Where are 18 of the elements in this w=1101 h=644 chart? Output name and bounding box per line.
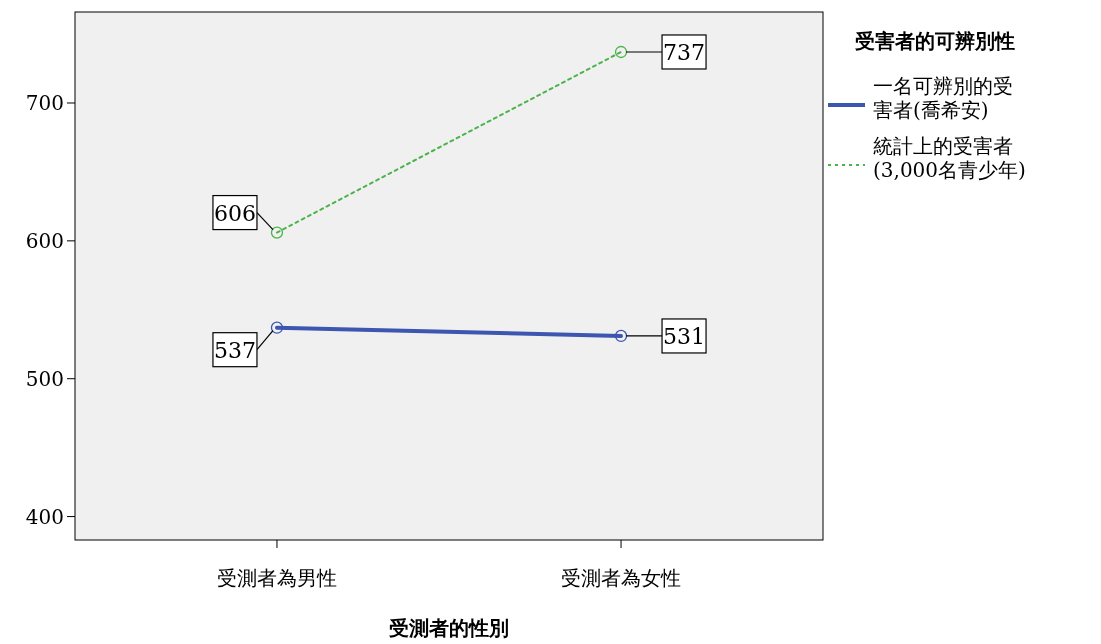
- legend-label: 一名可辨別的受害者(喬希安): [873, 74, 1013, 122]
- point: [614, 329, 628, 343]
- point: [270, 226, 284, 239]
- y-tick-label: 500: [25, 366, 64, 391]
- y-tick-label: 600: [25, 228, 64, 253]
- y-tick-label: 700: [25, 90, 64, 115]
- legend-label: 統計上的受害者(3,000名青少年): [873, 134, 1026, 182]
- data-label: 606: [213, 200, 256, 226]
- point: [270, 321, 284, 334]
- point: [614, 45, 628, 59]
- data-label: 537: [213, 337, 256, 363]
- x-tick-label: 受測者為男性: [216, 566, 337, 590]
- y-tick-label: 400: [25, 504, 64, 529]
- x-tick-label: 受測者為女性: [561, 566, 682, 590]
- data-label: 531: [663, 323, 706, 349]
- data-label: 737: [663, 39, 706, 65]
- x-axis-title: 受測者的性別: [389, 616, 509, 640]
- legend-title: 受害者的可辨別性: [855, 29, 1015, 53]
